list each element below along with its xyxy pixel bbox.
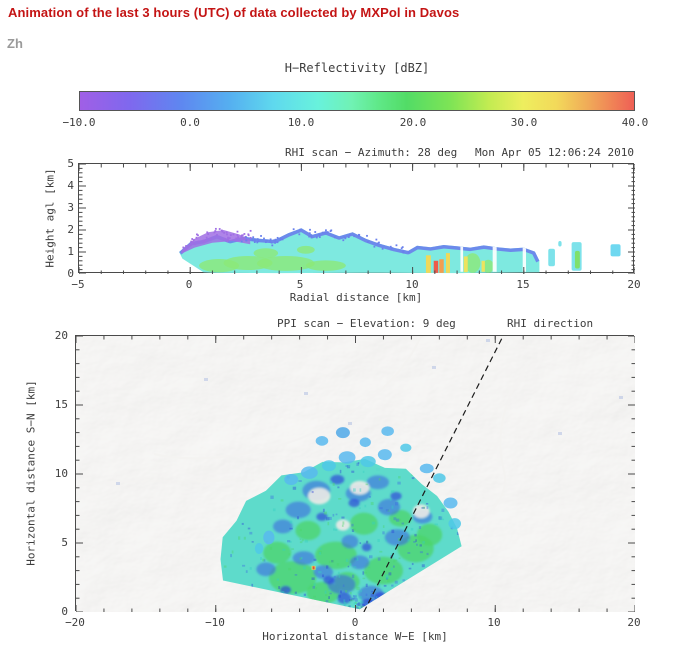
ppi-x-tick-label: −10 [205, 616, 225, 629]
rhi-weak-echo-top [181, 230, 251, 254]
rhi-y-axis-label: Height agl [km] [43, 168, 57, 268]
page-title: Animation of the last 3 hours (UTC) of d… [8, 5, 460, 20]
colorbar-tick-label: 40.0 [621, 116, 649, 129]
axis-ticks [79, 164, 635, 274]
ppi-plot-svg [76, 336, 635, 612]
colorbar-tick-label: 0.0 [180, 116, 200, 129]
colorbar-gradient [79, 91, 635, 111]
rhi-y-tick-label: 3 [67, 201, 74, 214]
ppi-annotation-rhi-direction: RHI direction [507, 317, 594, 330]
colorbar-tick-label: 10.0 [287, 116, 315, 129]
rhi-timestamp: Mon Apr 05 12:06:24 2010 [475, 146, 634, 159]
ppi-x-tick-label: 0 [351, 616, 359, 629]
rhi-y-tick-label: 4 [67, 179, 74, 192]
rhi-direction-line [363, 336, 504, 612]
colorbar-tick-label: −10.0 [62, 116, 96, 129]
rhi-x-tick-label: 10 [405, 278, 419, 291]
rhi-y-tick-label: 1 [67, 245, 74, 258]
ppi-x-axis-label: Horizontal distance W−E [km] [262, 630, 448, 643]
ppi-y-axis-label: Horizontal distance S−N [km] [24, 380, 38, 566]
colorbar-title: H−Reflectivity [dBZ] [284, 61, 430, 75]
ppi-y-tick-label: 10 [54, 467, 68, 480]
rhi-x-axis-label: Radial distance [km] [289, 291, 423, 304]
rhi-y-tick-label: 2 [67, 223, 74, 236]
ppi-x-tick-label: 10 [487, 616, 501, 629]
colorbar-tick-label: 30.0 [510, 116, 538, 129]
ppi-y-tick-label: 20 [54, 329, 68, 342]
ppi-x-tick-label: −20 [65, 616, 85, 629]
ppi-y-tick-label: 0 [61, 605, 68, 618]
rhi-x-tick-label: 0 [185, 278, 193, 291]
rhi-plot-area [78, 163, 635, 274]
ppi-title: PPI scan − Elevation: 9 deg [277, 317, 456, 330]
ppi-x-tick-label: 20 [627, 616, 641, 629]
rhi-x-tick-label: 20 [627, 278, 641, 291]
valley-river-lines [76, 336, 529, 523]
rhi-plot-svg [79, 164, 635, 274]
rhi-x-tick-label: −5 [71, 278, 85, 291]
ppi-y-tick-label: 15 [54, 398, 68, 411]
rhi-y-tick-label: 0 [67, 267, 74, 280]
colorbar-tick-label: 20.0 [399, 116, 427, 129]
ppi-y-tick-label: 5 [61, 536, 68, 549]
field-label: Zh [7, 36, 23, 51]
axis-ticks [76, 336, 635, 612]
rhi-y-tick-label: 5 [67, 157, 74, 170]
rhi-x-tick-label: 5 [296, 278, 304, 291]
ppi-plot-area [75, 335, 635, 612]
rhi-title: RHI scan − Azimuth: 28 deg [285, 146, 458, 159]
rhi-x-tick-label: 15 [516, 278, 530, 291]
